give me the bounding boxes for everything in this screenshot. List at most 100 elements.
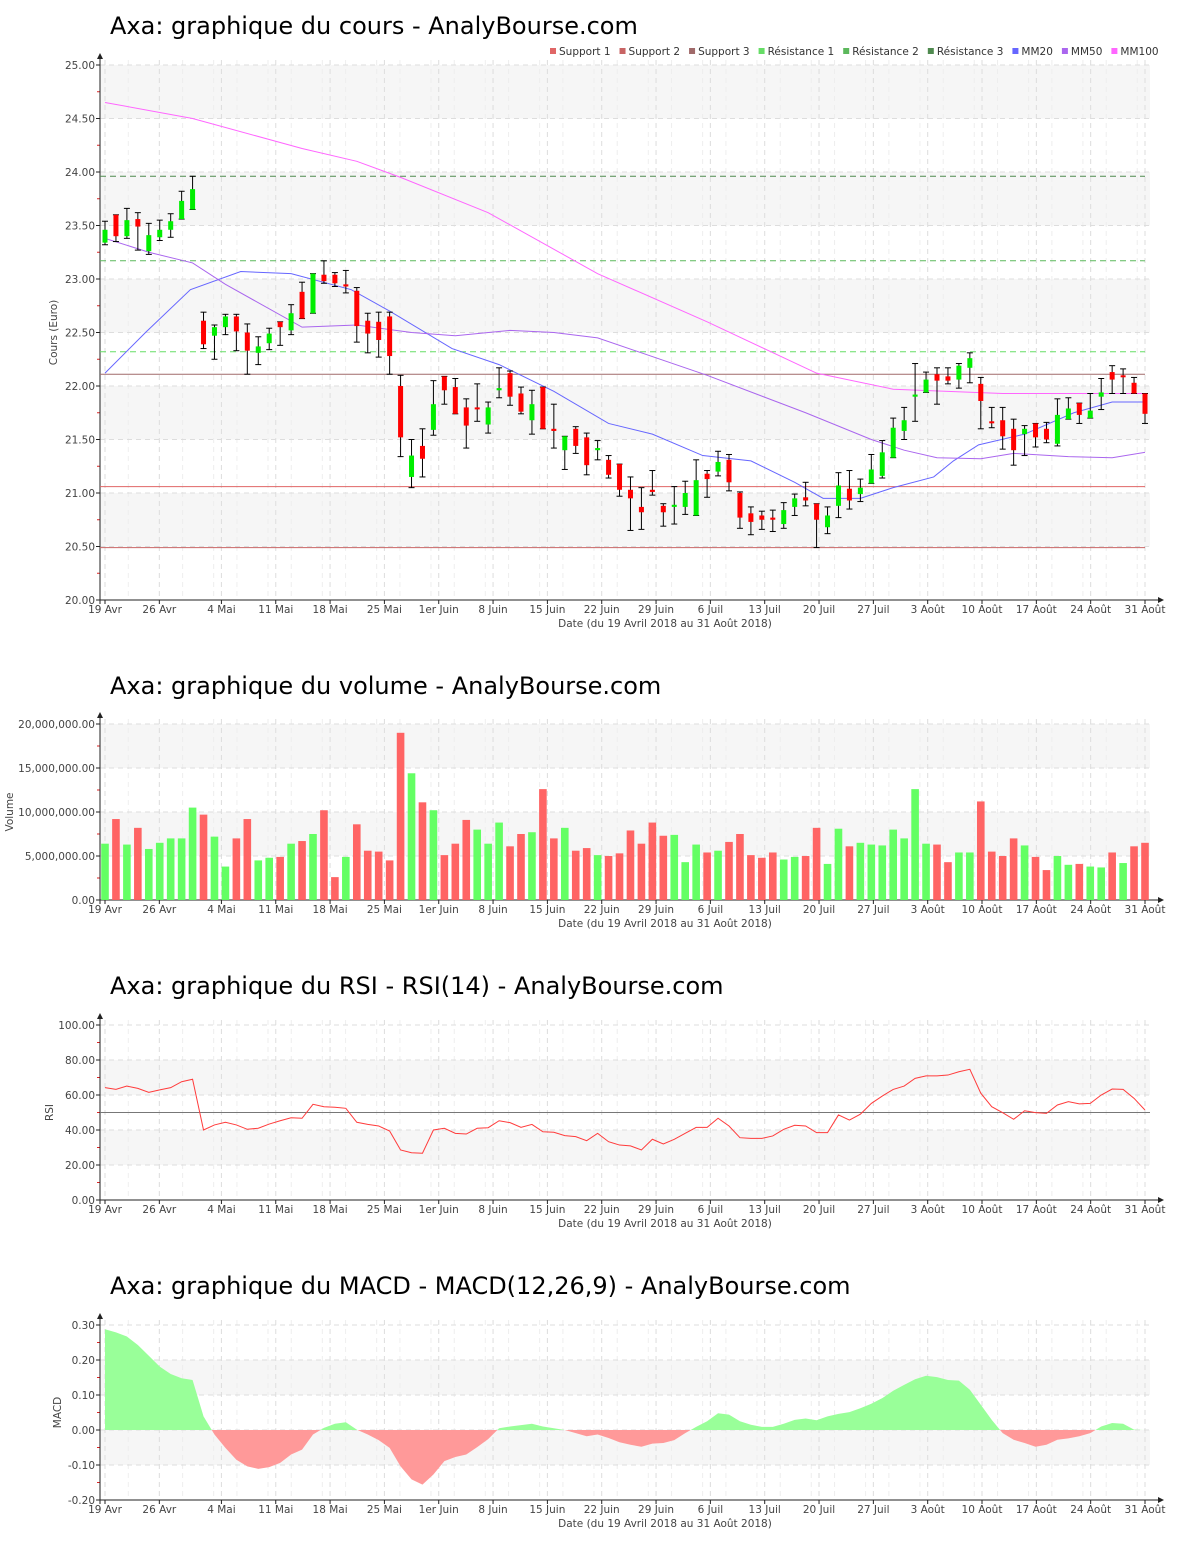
volume-bar <box>626 830 635 900</box>
volume-bar <box>385 860 394 900</box>
volume-bar <box>593 855 602 900</box>
price-chart-title: Axa: graphique du cours - AnalyBourse.co… <box>110 12 638 40</box>
volume-bar <box>166 838 175 900</box>
candle <box>320 260 327 284</box>
volume-bar <box>878 845 887 900</box>
volume-bar <box>484 843 492 900</box>
candle-body <box>387 316 393 357</box>
candle <box>955 363 962 389</box>
x-axis-title: Date (du 19 Avril 2018 au 31 Août 2018) <box>558 1218 772 1230</box>
candle <box>496 367 503 399</box>
volume-bar <box>451 843 460 900</box>
candle <box>802 481 809 507</box>
candle <box>277 321 284 346</box>
x-tick-label: 19 Avr <box>88 904 122 916</box>
volume-bar <box>834 828 843 900</box>
volume-bar <box>966 852 974 900</box>
macd-positive-area <box>105 1329 1145 1430</box>
y-axis-title: MACD <box>52 1397 64 1428</box>
y-tick-label: 21.50 <box>65 435 95 447</box>
candle <box>528 389 535 435</box>
x-axis-title: Date (du 19 Avril 2018 au 31 Août 2018) <box>558 918 772 930</box>
volume-bar <box>768 852 777 900</box>
candle <box>222 313 229 336</box>
candle <box>233 313 240 352</box>
candle-body <box>430 404 436 430</box>
candle-body <box>857 487 863 495</box>
x-tick-label: 24 Août <box>1070 1504 1111 1516</box>
y-tick-label: -0.20 <box>68 1495 95 1507</box>
candle <box>824 506 831 535</box>
candle-body <box>452 387 458 414</box>
volume-bar <box>309 834 317 900</box>
candle-body <box>201 320 207 345</box>
volume-bar <box>221 866 230 900</box>
volume-bar <box>845 846 854 900</box>
candle <box>485 401 492 434</box>
candle-body <box>978 383 984 401</box>
x-tick-label: 27 Juil <box>857 904 889 916</box>
volume-bar <box>911 789 919 900</box>
candle-body <box>967 358 973 368</box>
candle-body <box>956 365 962 380</box>
x-axis-arrow <box>1158 1197 1164 1203</box>
candle-body <box>1033 423 1039 438</box>
legend-swatch <box>927 48 934 54</box>
background-band <box>100 279 1150 333</box>
x-axis-title: Date (du 19 Avril 2018 au 31 Août 2018) <box>558 618 772 630</box>
x-tick-label: 29 Juin <box>638 604 674 616</box>
candle <box>1142 392 1148 424</box>
candle <box>1076 402 1083 424</box>
volume-bar <box>112 819 120 900</box>
x-tick-label: 18 Mai <box>313 904 348 916</box>
candle <box>758 510 765 530</box>
candle <box>715 450 722 477</box>
candle-body <box>693 480 699 516</box>
x-tick-label: 4 Mai <box>207 1504 235 1516</box>
candle-body <box>321 274 327 282</box>
candle <box>616 463 623 497</box>
x-tick-label: 18 Mai <box>313 1204 348 1216</box>
candle-body <box>989 421 995 424</box>
candle <box>660 503 667 527</box>
y-tick-label: 20,000,000.00 <box>18 719 95 731</box>
candle <box>912 363 919 422</box>
x-tick-label: 10 Août <box>962 904 1003 916</box>
y-tick-label: 0.20 <box>72 1355 95 1367</box>
candle <box>726 453 732 492</box>
x-tick-label: 6 Juil <box>698 604 724 616</box>
candle <box>375 311 382 358</box>
y-tick-label: 0.00 <box>72 895 95 907</box>
volume-bar <box>1064 864 1073 900</box>
legend-swatch <box>1111 48 1118 54</box>
x-tick-label: 31 Août <box>1125 1204 1166 1216</box>
candle <box>353 287 360 343</box>
y-tick-label: 40.00 <box>65 1125 95 1137</box>
candle-body <box>606 459 612 475</box>
x-tick-label: 13 Juil <box>749 904 781 916</box>
y-tick-label: 22.50 <box>65 328 95 340</box>
candle <box>156 219 163 241</box>
volume-bar <box>352 824 361 900</box>
x-tick-label: 17 Août <box>1016 1504 1057 1516</box>
volume-chart-title: Axa: graphique du volume - AnalyBourse.c… <box>110 672 661 700</box>
candle-body <box>901 420 907 431</box>
candle-body <box>792 498 798 507</box>
candle-body <box>266 333 272 344</box>
candle <box>310 273 316 314</box>
candle-body <box>485 407 491 425</box>
background-band <box>100 386 1150 440</box>
y-tick-label: 0.10 <box>72 1390 95 1402</box>
candle-body <box>1098 392 1104 397</box>
y-axis-title: RSI <box>44 1104 56 1121</box>
volume-bar <box>1053 856 1062 900</box>
candle-body <box>1120 375 1126 378</box>
y-axis-title: Cours (Euro) <box>48 300 60 366</box>
candle-body <box>441 376 447 391</box>
candle-body <box>168 221 174 230</box>
volume-bar <box>123 844 131 900</box>
volume-bar <box>637 843 646 900</box>
x-tick-label: 15 Juin <box>529 1504 565 1516</box>
volume-bar <box>177 838 186 900</box>
x-axis-arrow <box>1158 897 1164 903</box>
